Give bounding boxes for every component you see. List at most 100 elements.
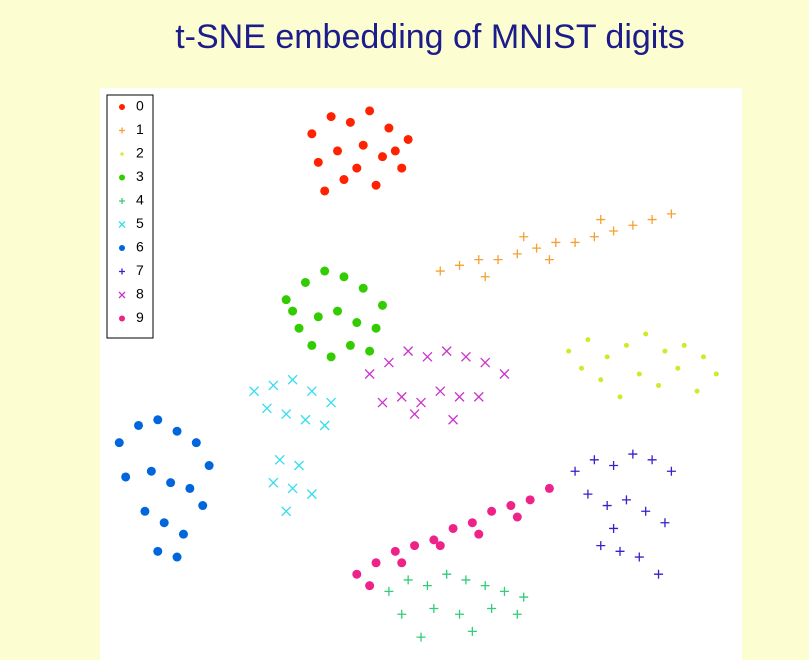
- point: [397, 163, 407, 173]
- point: [326, 397, 337, 408]
- point: [134, 420, 144, 430]
- point: [358, 140, 368, 150]
- point: [403, 134, 413, 144]
- point: [300, 414, 311, 425]
- plot-area: [100, 88, 742, 660]
- point: [249, 386, 260, 397]
- point: [532, 243, 542, 253]
- legend-label: 2: [136, 145, 144, 161]
- point: [487, 506, 497, 516]
- point: [333, 306, 343, 316]
- point: [422, 351, 433, 362]
- point: [589, 455, 599, 465]
- point: [474, 529, 484, 539]
- point: [628, 220, 638, 230]
- point: [416, 397, 426, 408]
- legend-label: 4: [136, 192, 144, 208]
- legend-marker: [119, 245, 125, 251]
- point: [352, 318, 362, 328]
- point: [598, 377, 604, 383]
- point: [636, 371, 642, 377]
- point: [384, 586, 394, 596]
- point: [339, 272, 349, 282]
- point: [326, 352, 336, 362]
- point: [519, 592, 529, 602]
- point: [377, 397, 388, 408]
- point: [365, 106, 375, 116]
- point: [274, 454, 285, 465]
- point: [319, 420, 330, 431]
- point: [422, 581, 432, 591]
- point: [261, 403, 272, 414]
- point: [448, 523, 458, 533]
- point: [294, 460, 304, 471]
- point: [191, 438, 201, 448]
- point: [371, 323, 381, 333]
- point: [512, 609, 522, 619]
- point: [153, 415, 163, 425]
- point: [467, 626, 477, 636]
- point: [287, 483, 298, 494]
- legend-label: 3: [136, 168, 144, 184]
- point: [345, 340, 355, 350]
- point: [487, 604, 497, 614]
- legend-label: 7: [136, 262, 144, 278]
- point: [307, 340, 317, 350]
- point: [493, 255, 503, 265]
- point: [681, 342, 687, 348]
- point: [473, 391, 484, 402]
- point: [339, 175, 349, 185]
- point: [435, 386, 446, 397]
- point: [480, 357, 491, 368]
- legend-marker: [119, 268, 125, 275]
- point: [615, 546, 625, 556]
- point: [454, 391, 465, 402]
- legend-marker: [119, 104, 125, 110]
- point: [694, 388, 700, 394]
- point: [403, 575, 413, 585]
- legend-box: [106, 94, 154, 339]
- point: [287, 374, 298, 385]
- point: [371, 180, 381, 190]
- legend-marker: [118, 291, 126, 299]
- point: [313, 157, 323, 167]
- point: [383, 357, 394, 368]
- point: [306, 489, 317, 500]
- point: [675, 365, 681, 371]
- point: [114, 438, 124, 448]
- point: [609, 523, 619, 533]
- point: [566, 348, 572, 354]
- point: [544, 483, 554, 493]
- point: [358, 283, 368, 293]
- legend-marker: [120, 152, 124, 156]
- point: [377, 300, 387, 310]
- point: [660, 518, 670, 528]
- point: [519, 232, 529, 242]
- legend-label: 8: [136, 286, 144, 302]
- point: [448, 414, 459, 425]
- point: [435, 266, 445, 276]
- point: [441, 346, 452, 357]
- point: [281, 409, 292, 419]
- point: [364, 369, 375, 379]
- point: [442, 569, 452, 579]
- point: [352, 163, 362, 173]
- point: [307, 129, 317, 139]
- point: [397, 558, 407, 568]
- legend-marker: [119, 198, 125, 204]
- point: [172, 552, 182, 562]
- point: [525, 495, 535, 505]
- point: [480, 272, 490, 282]
- point: [656, 382, 662, 388]
- point: [140, 506, 150, 516]
- point: [512, 512, 522, 522]
- point: [178, 529, 188, 539]
- point: [390, 546, 400, 556]
- point: [579, 365, 584, 371]
- point: [204, 461, 214, 471]
- point: [281, 295, 291, 305]
- legend-marker: [118, 221, 126, 228]
- point: [146, 466, 156, 476]
- point: [628, 449, 638, 459]
